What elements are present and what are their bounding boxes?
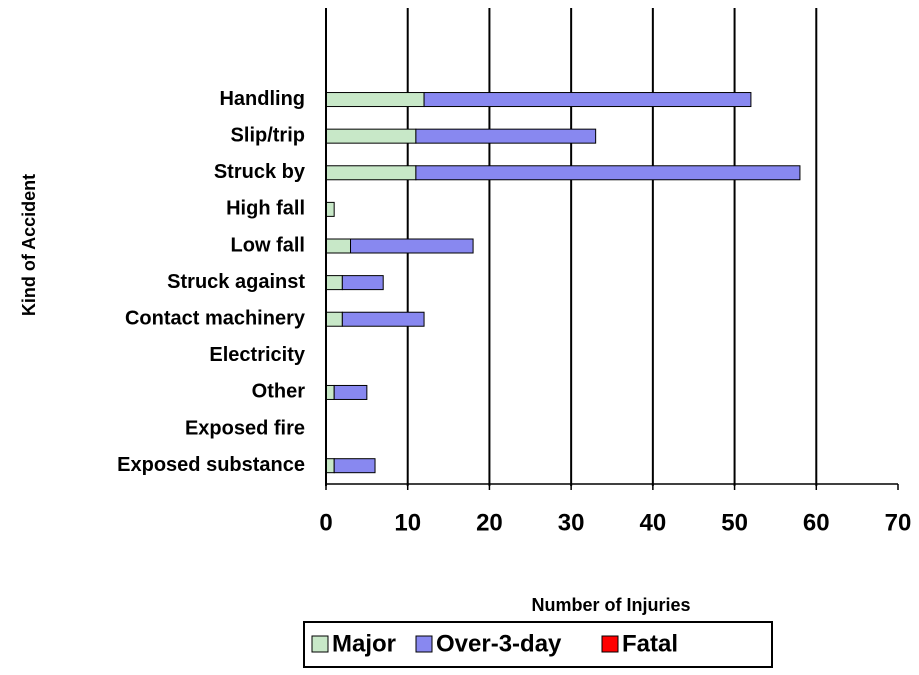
x-tick-label: 60 [803,509,830,536]
bar-segment [350,238,474,254]
x-tick-label: 40 [640,509,667,536]
x-tick-label: 10 [394,509,421,536]
bar-segment [325,201,335,217]
legend-label: Fatal [622,630,678,657]
bar-segment [423,92,752,108]
y-tick-label: Exposed substance [117,454,305,476]
bar-segment [325,238,352,254]
bar-segment [325,165,417,181]
legend-label: Over-3-day [436,630,562,657]
bar-segment [415,165,801,181]
bar-segment [341,275,384,291]
x-tick-label: 30 [558,509,585,536]
x-tick-label: 50 [721,509,748,536]
legend-label: Major [332,630,396,657]
bar-segment [325,275,343,291]
bar-segment [325,311,343,327]
bar-segment [325,384,335,400]
y-axis-title: Kind of Accident [19,174,39,316]
y-tick-label: Handling [219,88,305,110]
y-tick-label: Electricity [209,344,305,366]
x-tick-label: 0 [319,509,332,536]
bar-segment [325,92,425,108]
legend-box [303,621,773,668]
bar-segment [341,311,425,327]
bar-segment [415,128,597,144]
x-tick-label: 20 [476,509,503,536]
y-tick-label: Contact machinery [125,308,306,330]
bar-segment [333,458,376,474]
legend-swatch [311,635,329,653]
y-tick-label: Slip/trip [231,124,305,146]
y-tick-label: Low fall [231,234,305,256]
y-tick-label: Exposed fire [185,417,305,439]
bar-segment [325,128,417,144]
y-tick-label: Struck by [214,161,306,183]
bar-segment [333,384,368,400]
x-axis-title: Number of Injuries [531,595,690,615]
bar-segment [325,458,335,474]
legend-swatch [601,635,619,653]
y-tick-label: High fall [226,198,305,220]
x-tick-label: 70 [885,509,912,536]
y-tick-label: Other [252,381,306,403]
y-tick-label: Struck against [167,271,305,293]
legend-swatch [415,635,433,653]
